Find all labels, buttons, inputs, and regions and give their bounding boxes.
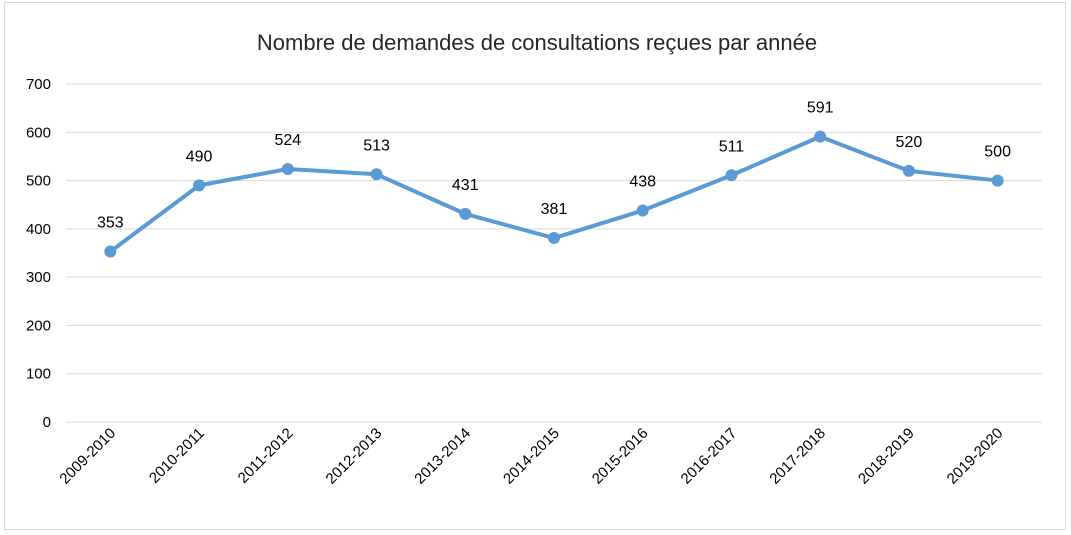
data-point	[459, 207, 472, 220]
data-point	[991, 174, 1004, 187]
data-point	[104, 245, 117, 258]
data-label: 381	[541, 201, 568, 218]
y-tick-label: 500	[26, 173, 51, 190]
data-label: 513	[363, 137, 390, 154]
y-tick-label: 200	[26, 317, 51, 334]
y-tick-label: 400	[26, 221, 51, 238]
x-tick-label: 2010-2011	[146, 425, 208, 487]
y-tick-label: 300	[26, 269, 51, 286]
data-point	[193, 179, 206, 192]
data-label: 431	[452, 177, 479, 194]
x-tick-label: 2018-2019	[855, 425, 918, 488]
data-point	[281, 162, 294, 175]
x-tick-label: 2015-2016	[589, 425, 652, 488]
x-tick-label: 2017-2018	[766, 425, 829, 488]
data-label: 353	[97, 215, 124, 232]
data-point	[548, 232, 560, 245]
data-label: 524	[274, 132, 301, 149]
chart-frame	[4, 2, 1066, 530]
data-point	[725, 169, 738, 182]
x-tick-label: 2011-2012	[235, 425, 297, 487]
data-point	[902, 164, 915, 177]
x-tick-label: 2013-2014	[411, 425, 474, 488]
x-tick-label: 2016-2017	[678, 425, 741, 488]
y-tick-label: 0	[43, 414, 51, 431]
data-point	[370, 168, 383, 181]
data-label: 591	[807, 100, 834, 117]
y-tick-label: 600	[26, 124, 51, 141]
y-tick-label: 100	[26, 366, 51, 383]
data-label: 438	[629, 174, 656, 191]
data-point	[814, 130, 827, 143]
y-tick-label: 700	[26, 76, 51, 93]
chart-title: Nombre de demandes de consultations reçu…	[257, 30, 817, 55]
data-label: 511	[719, 138, 745, 155]
data-label: 520	[896, 134, 923, 151]
x-tick-label: 2009-2010	[56, 425, 119, 488]
data-label: 490	[186, 148, 213, 165]
data-label: 500	[984, 144, 1011, 161]
x-tick-label: 2014-2015	[500, 425, 563, 488]
x-tick-label: 2019-2020	[944, 425, 1007, 488]
data-point	[636, 204, 649, 217]
x-tick-label: 2012-2013	[323, 425, 386, 488]
